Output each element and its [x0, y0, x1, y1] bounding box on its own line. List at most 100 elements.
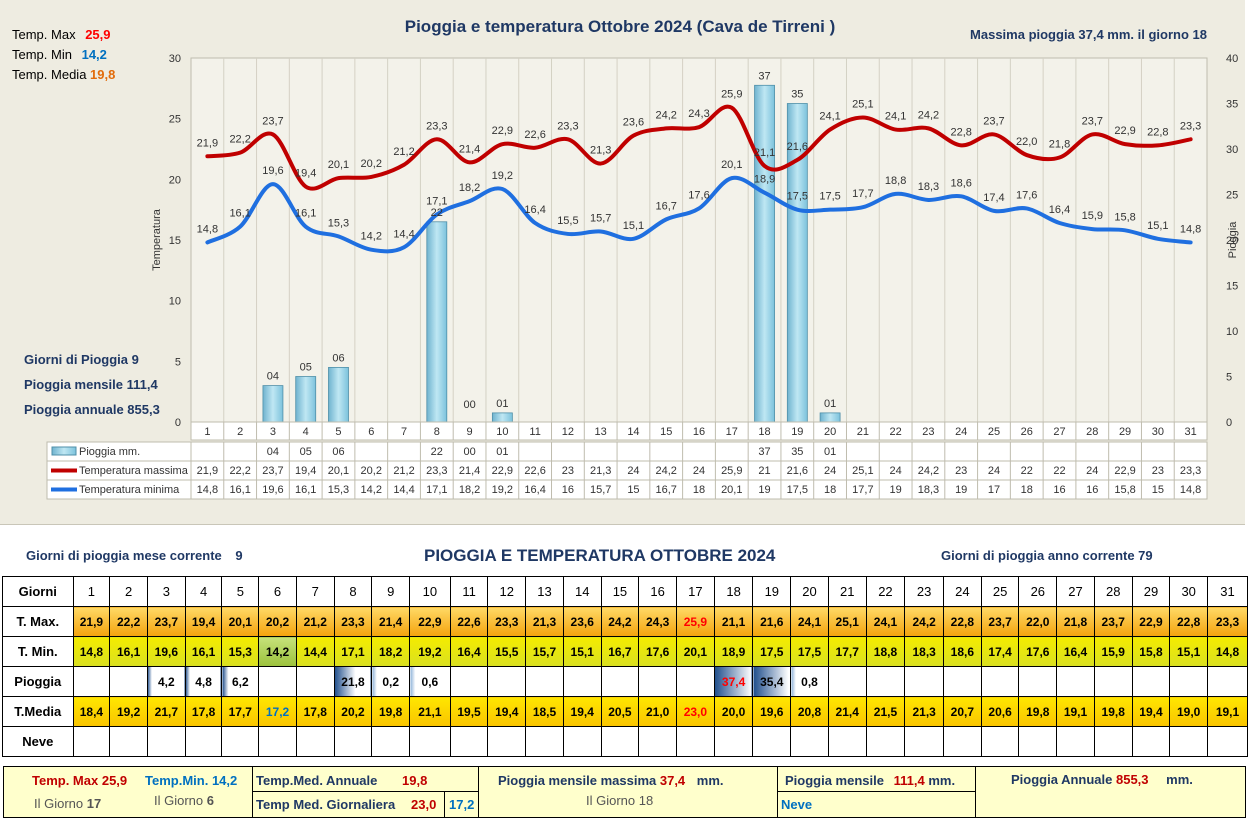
y2-tick-label: 35 [1226, 99, 1238, 111]
rain-cell: 4,8 [184, 666, 223, 697]
day-cell: 18 [713, 576, 754, 607]
day-cell: 20 [790, 576, 829, 607]
tmin-cell: 15,9 [1093, 636, 1133, 667]
tmax-point-label: 21,9 [197, 137, 218, 149]
chart-panel: Pioggia e temperatura Ottobre 2024 (Cava… [0, 0, 1245, 525]
day-cell: 24 [943, 576, 982, 607]
tmed-cell: 20,8 [790, 696, 829, 727]
tmax-point-label: 22,6 [524, 129, 545, 141]
rain-cell [1056, 666, 1095, 697]
data-table-value: 21,9 [197, 465, 218, 477]
tmax-cell: 20,1 [221, 606, 260, 637]
data-table-value: 20,1 [721, 484, 742, 496]
tmin-point-label: 17,5 [787, 191, 808, 203]
tmax-point-label: 22,8 [1147, 126, 1168, 138]
tmax-point-label: 23,7 [983, 115, 1004, 127]
legend-rain-swatch [51, 446, 77, 456]
neve-cell [790, 726, 829, 757]
x-tick-label: 23 [922, 426, 934, 438]
tmed-cell: 20,6 [980, 696, 1020, 727]
neve-cell [371, 726, 411, 757]
rain-bar [295, 376, 317, 423]
tmin-point-label: 17,1 [426, 196, 447, 208]
summary-annual-rain-label: Pioggia Annuale [1011, 772, 1113, 787]
tmed-cell: 18,4 [72, 696, 111, 727]
tmax-cell: 21,1 [713, 606, 754, 637]
tmax-cell: 21,9 [72, 606, 111, 637]
y2-tick-label: 10 [1226, 326, 1238, 338]
tmin-cell: 19,2 [409, 636, 451, 667]
summary-max-rain-day: Il Giorno 18 [586, 793, 654, 808]
summary-month-rain-value: 111,4 [893, 773, 925, 788]
tmed-cell: 21,7 [146, 696, 186, 727]
tmed-cell: 19,8 [1093, 696, 1133, 727]
y2-tick-label: 25 [1226, 190, 1238, 202]
day-cell: 25 [980, 576, 1020, 607]
tmax-cell: 22,6 [449, 606, 489, 637]
tmin-cell: 17,4 [980, 636, 1020, 667]
rain-cell [562, 666, 602, 697]
tmax-point-label: 21,6 [787, 141, 808, 153]
data-table-value: 15 [1152, 484, 1164, 496]
tmax-line [205, 104, 1193, 191]
x-tick-label: 11 [529, 426, 540, 438]
day-cell: 26 [1018, 576, 1058, 607]
summary-tmax-label: Temp. Max [32, 773, 99, 788]
tmin-cell: 16,1 [184, 636, 223, 667]
neve-cell [865, 726, 906, 757]
tmed-cell: 19,0 [1169, 696, 1209, 727]
neve-cell [409, 726, 451, 757]
x-tick-label: 31 [1184, 426, 1196, 438]
tmax-point-label: 25,9 [721, 89, 742, 101]
summary-max-rain-label: Pioggia mensile massima [498, 773, 657, 788]
tmax-cell: 21,3 [525, 606, 564, 637]
x-tick-label: 25 [988, 426, 1000, 438]
rain-cell: 0,6 [409, 666, 451, 697]
neve-cell [184, 726, 223, 757]
tmin-point-label: 14,4 [393, 228, 414, 240]
summary-daily-med-value: 23,0 [411, 797, 437, 812]
summary-tmin-day-label: Il Giorno [154, 793, 204, 808]
rain-days-month-label: Giorni di pioggia [26, 548, 130, 563]
summary-tmin-day-value: 6 [206, 793, 214, 808]
tmed-cell: 20,2 [333, 696, 373, 727]
data-table-value: 23,3 [426, 465, 447, 477]
y-tick-label: 0 [175, 417, 181, 429]
rain-value-label: 05 [300, 362, 312, 374]
neve-cell [333, 726, 373, 757]
day-cell: 10 [409, 576, 451, 607]
rain-cell [109, 666, 148, 697]
data-table-row [46, 479, 1208, 500]
data-table-value: 15,3 [328, 484, 349, 496]
data-table-value: 01 [824, 446, 836, 458]
max-rain-note: Massima pioggia 37,4 mm. il giorno 18 [970, 27, 1207, 42]
rain-cell: 0,8 [790, 666, 829, 697]
data-table-value: 37 [758, 446, 770, 458]
day-cell: 11 [449, 576, 489, 607]
rain-bar [426, 221, 448, 423]
x-tick-label: 21 [857, 426, 869, 438]
stat-tmax-value: 25,9 [85, 27, 111, 42]
y2-tick-label: 40 [1226, 53, 1238, 65]
tmin-point-label: 18,8 [885, 175, 906, 187]
tmax-cell: 23,7 [1093, 606, 1133, 637]
tmax-cell: 19,4 [184, 606, 223, 637]
tmin-cell: 18,3 [904, 636, 944, 667]
table-row-tmin: T. Min. 14,8 16,1 19,6 16,1 15,3 14,2 14,4 17,1 1… [2, 636, 1248, 667]
tmax-cell: 20,2 [258, 606, 297, 637]
tmax-point-label: 21,3 [590, 145, 611, 157]
data-table-value: 24 [627, 465, 639, 477]
data-table-value: 04 [267, 446, 279, 458]
data-table-value: 16,7 [656, 484, 677, 496]
neve-cell [1169, 726, 1209, 757]
rain-cell [525, 666, 564, 697]
tmed-cell: 19,4 [562, 696, 602, 727]
neve-cell [638, 726, 678, 757]
neve-cell [487, 726, 527, 757]
tmax-cell: 23,6 [562, 606, 602, 637]
rain-cell [295, 666, 335, 697]
tmin-point-label: 16,4 [524, 204, 545, 216]
tmin-cell: 15,5 [487, 636, 527, 667]
tmin-cell: 14,4 [295, 636, 335, 667]
tmin-point-label: 15,5 [557, 215, 578, 227]
